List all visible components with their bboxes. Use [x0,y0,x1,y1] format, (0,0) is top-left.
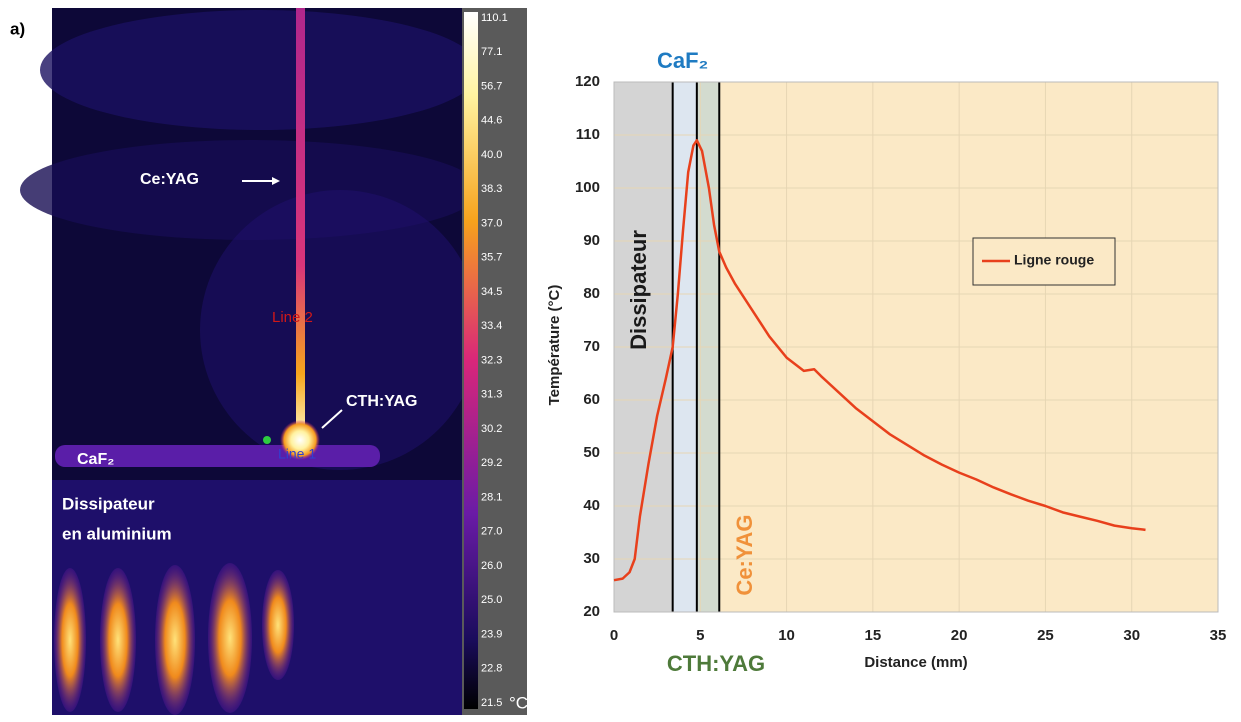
annotation: Dissipateur [62,494,155,513]
fin [262,570,294,680]
region-label: Ce:YAG [732,514,757,595]
y-tick-label: 30 [583,550,600,567]
annotation: CTH:YAG [346,393,417,410]
colorbar-label: 27.0 [481,526,502,538]
arrow [321,409,343,429]
colorbar-label: 77.1 [481,46,502,58]
y-tick-label: 50 [583,444,600,461]
colorbar-label: 37.0 [481,217,502,229]
y-tick-label: 40 [583,497,600,514]
x-tick-label: 30 [1123,627,1140,644]
figure-label: a) [10,19,25,38]
x-tick-label: 20 [951,627,968,644]
y-axis-title: Température (°C) [546,285,563,406]
chart: 0 5 10 15 20 25 30 35 20 30 40 50 60 70 80 90 100 110 120 D… [546,48,1226,676]
annotation: Line 1 [278,446,316,462]
y-tick-label: 120 [575,73,600,90]
x-tick-label: 5 [696,627,704,644]
hot-spot [280,420,320,460]
region-label: Dissipateur [626,230,651,350]
fin [100,568,136,712]
colorbar-label: 28.1 [481,491,502,503]
x-tick-label: 25 [1037,627,1054,644]
colorbar-label: 44.6 [481,115,502,127]
colorbar-label: 26.0 [481,560,502,572]
colorbar-label: 110.1 [481,12,508,24]
data-line [613,139,1146,582]
image-shade [200,190,480,470]
x-tick-label: 0 [610,627,618,644]
y-tick-label: 60 [583,391,600,408]
colorbar-label: 40.0 [481,149,502,161]
x-tick-label: 10 [778,627,795,644]
y-tick-label: 20 [583,603,600,620]
fin [208,563,252,713]
colorbar-label: 22.8 [481,663,502,675]
annotation: Ce:YAG [140,171,199,188]
region-label: CTH:YAG [667,651,765,676]
thermal-image: Ce:YAG Line 2 CTH:YAG Line 1 CaF₂ Dissip… [20,8,528,715]
colorbar-label: 23.9 [481,628,502,640]
annotation: Line 2 [272,309,313,326]
region-label: CaF₂ [657,48,708,73]
x-tick-label: 35 [1210,627,1227,644]
y-tick-label: 110 [576,126,600,143]
colorbar-unit: °C [509,693,528,712]
marker [263,436,271,444]
colorbar-label: 32.3 [481,354,502,366]
fin [155,565,195,715]
x-axis-title: Distance (mm) [864,654,967,671]
colorbar-label: 29.2 [481,457,502,469]
plot-frame [613,81,1219,613]
arrow-head [272,177,280,185]
colorbar-label: 38.3 [481,183,502,195]
fin [54,568,86,712]
annotation: CaF₂ [77,451,114,468]
y-tick-label: 90 [583,232,600,249]
ce-yag-rod [296,8,305,438]
colorbar-label: 34.5 [481,286,502,298]
colorbar-label: 21.5 [481,697,502,709]
y-tick-label: 80 [583,285,600,302]
x-tick-label: 15 [865,627,882,644]
colorbar-label: 30.2 [481,423,502,435]
colorbar-label: 35.7 [481,252,502,264]
colorbar-label: 33.4 [481,320,502,332]
colorbar-label: 56.7 [481,80,502,92]
annotation: en aluminium [62,524,172,543]
colorbar-label: 25.0 [481,594,502,606]
y-tick-label: 70 [583,338,600,355]
image-shade [40,10,480,130]
y-tick-label: 100 [575,179,600,196]
colorbar [464,12,478,709]
legend-label: Ligne rouge [1014,252,1094,268]
colorbar-label: 31.3 [481,389,502,401]
